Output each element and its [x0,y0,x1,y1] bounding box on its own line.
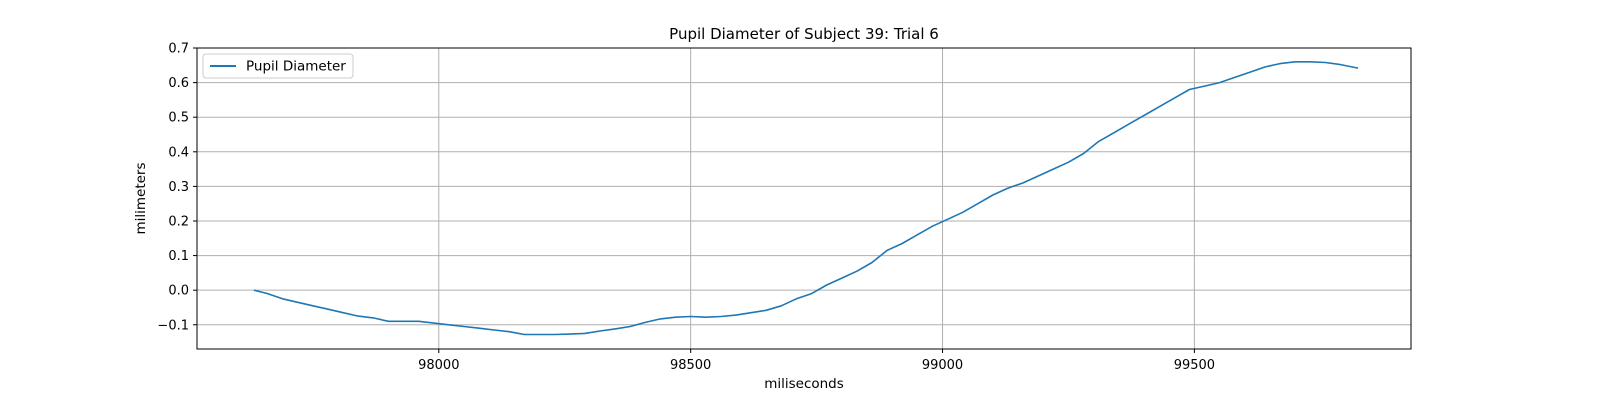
y-tick-label: −0.1 [157,318,189,333]
y-tick-label: 0.4 [168,145,189,160]
x-tick-label: 99500 [1174,358,1215,373]
y-axis: −0.1 0.0 0.1 0.2 0.3 0.4 0.5 0.6 0.7 [157,42,197,333]
y-tick-label: 0.7 [168,42,189,57]
x-tick-label: 99000 [922,358,963,373]
grid [197,47,1411,349]
x-axis-label: miliseconds [764,376,844,392]
y-tick-label: 0.5 [168,111,189,126]
chart-title: Pupil Diameter of Subject 39: Trial 6 [669,25,939,43]
legend-label: Pupil Diameter [246,59,346,75]
x-tick-label: 98500 [670,358,711,373]
series-line-pupil-diameter [253,60,1359,336]
y-axis-label: milimeters [133,162,149,234]
legend: Pupil Diameter [202,53,354,79]
legend-box [202,53,354,79]
axes-frame [196,47,1412,350]
plot-area [253,60,1359,336]
x-axis: 98000 98500 99000 99500 [418,349,1215,373]
y-tick-label: 0.6 [168,76,189,91]
y-tick-label: 0.3 [168,180,189,195]
x-tick-label: 98000 [418,358,459,373]
y-tick-label: 0.1 [168,249,189,264]
y-tick-label: 0.2 [168,214,189,229]
y-tick-label: 0.0 [168,284,189,299]
